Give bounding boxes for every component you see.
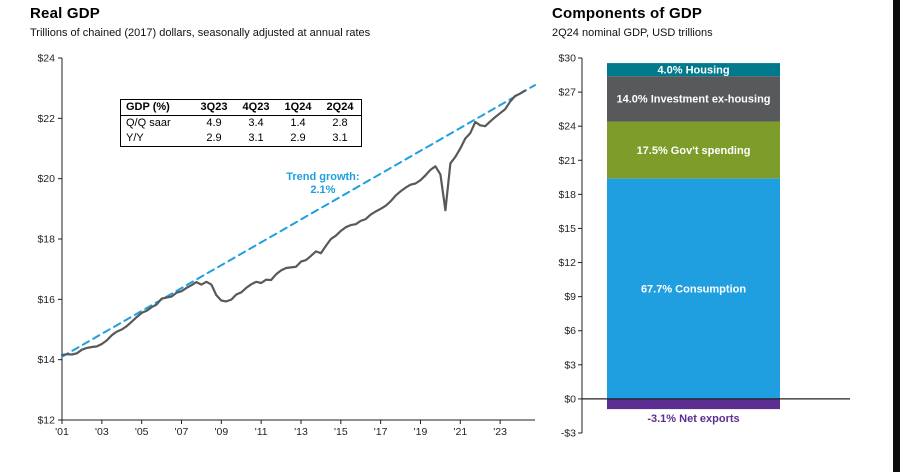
y-tick-label: $20 (37, 173, 55, 185)
right-chart-title: Components of GDP (552, 5, 703, 22)
table-cell: 3.1 (248, 132, 264, 144)
x-tick-label: '01 (55, 426, 69, 438)
trend-growth-label: Trend growth: (286, 171, 359, 183)
y-tick-label: $12 (37, 415, 55, 427)
row-label: Y/Y (126, 132, 144, 144)
real-gdp-line-chart: $12 $14 $16 $18 $20 $22 $24 '01 '03 '05 '07 '09 '11 '… (37, 53, 536, 438)
table-header-cell: 2Q24 (326, 101, 354, 113)
y-tick-label: $6 (564, 325, 576, 337)
bar-segment-0 (607, 63, 780, 77)
y-tick-label: $22 (37, 113, 55, 125)
row-label: Q/Q saar (126, 117, 171, 129)
bar-segment-label: 14.0% Investment ex-housing (616, 94, 770, 106)
gdp-components-bar-chart: $30 $27 $24 $21 $18 $15 $12 $9 $6 $3 $0 -$3 4.0% Hou… (558, 53, 850, 440)
trend-growth-label: 2.1% (310, 184, 335, 196)
y-tick-label: $18 (558, 189, 576, 201)
left-chart-subtitle: Trillions of chained (2017) dollars, sea… (30, 27, 371, 39)
table-cell: 3.1 (332, 132, 348, 144)
table-row: Y/Y 2.9 3.1 2.9 3.1 (121, 131, 361, 146)
bar-segment-3 (607, 178, 780, 399)
y-tick-label: -$3 (561, 428, 576, 440)
y-tick-label: $0 (564, 393, 576, 405)
y-tick-label: $30 (558, 53, 576, 65)
right-chart-subtitle: 2Q24 nominal GDP, USD trillions (552, 27, 713, 39)
table-cell: 2.9 (206, 132, 222, 144)
table-header-cell: 3Q23 (200, 101, 228, 113)
x-tick-label: '03 (95, 426, 109, 438)
table-cell: 1.4 (290, 117, 306, 129)
bar-segment-label: 4.0% Housing (657, 64, 729, 76)
table-header-cell: 1Q24 (284, 101, 312, 113)
x-tick-label: '07 (175, 426, 189, 438)
x-tick-label: '23 (493, 426, 507, 438)
y-tick-label: $15 (558, 223, 576, 235)
gdp-line (60, 89, 527, 357)
x-tick-label: '15 (334, 426, 348, 438)
table-header-cell: GDP (%) (126, 101, 170, 113)
x-tick-label: '09 (214, 426, 228, 438)
y-tick-label: $18 (37, 234, 55, 246)
table-header-row: GDP (%) 3Q23 4Q23 1Q24 2Q24 (121, 100, 361, 116)
x-tick-label: '11 (255, 426, 268, 438)
x-tick-label: '13 (294, 426, 308, 438)
screen-right-edge (893, 0, 900, 472)
x-tick-label: '17 (374, 426, 388, 438)
y-tick-label: $27 (558, 87, 576, 99)
y-tick-label: $16 (37, 294, 55, 306)
x-tick-label: '05 (135, 426, 149, 438)
table-cell: 4.9 (206, 117, 222, 129)
y-tick-label: $21 (558, 155, 576, 167)
bar-segment-4 (607, 398, 780, 410)
bar-segment-label-outside: -3.1% Net exports (647, 413, 739, 425)
y-tick-label: $9 (564, 291, 576, 303)
table-cell: 2.8 (332, 117, 348, 129)
y-tick-label: $12 (558, 257, 576, 269)
table-header-cell: 4Q23 (242, 101, 270, 113)
trend-line (61, 84, 536, 358)
bar-segment-1 (607, 76, 780, 122)
table-cell: 2.9 (290, 132, 306, 144)
left-chart-title: Real GDP (30, 5, 100, 22)
x-tick-label: '19 (414, 426, 428, 438)
y-tick-label: $14 (37, 354, 55, 366)
bar-segment-label: 17.5% Gov't spending (637, 145, 751, 157)
y-tick-label: $3 (564, 359, 576, 371)
x-tick-label: '21 (453, 426, 467, 438)
gdp-growth-table: GDP (%) 3Q23 4Q23 1Q24 2Q24 Q/Q saar 4.9 3.4 1.4… (120, 99, 362, 147)
bar-segment-label: 67.7% Consumption (641, 283, 746, 295)
bar-segment-2 (607, 121, 780, 179)
y-tick-label: $24 (558, 121, 576, 133)
table-cell: 3.4 (248, 117, 264, 129)
y-tick-label: $24 (37, 53, 55, 65)
table-row: Q/Q saar 4.9 3.4 1.4 2.8 (121, 116, 361, 132)
